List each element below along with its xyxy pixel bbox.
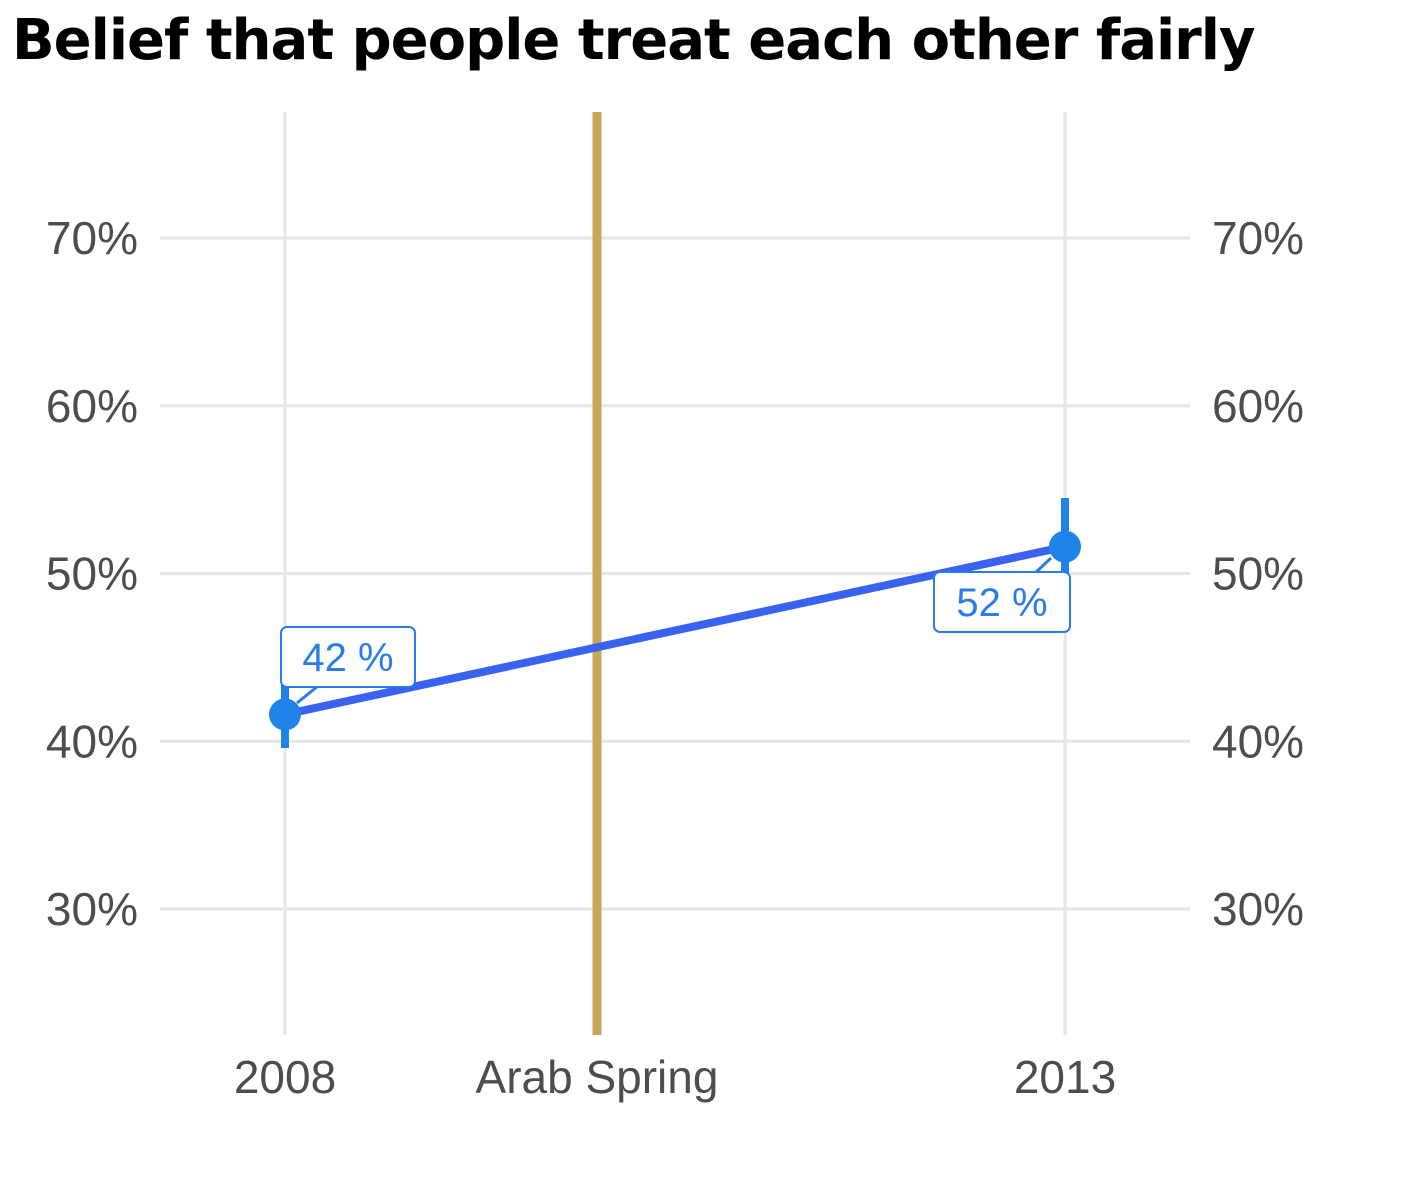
y-tick-label-right: 30% bbox=[1212, 883, 1304, 935]
chart-title: Belief that people treat each other fair… bbox=[12, 8, 1255, 73]
y-tick-label-left: 40% bbox=[46, 715, 138, 767]
y-tick-label-right: 40% bbox=[1212, 715, 1304, 767]
data-label: 42 % bbox=[302, 636, 393, 680]
y-tick-label-right: 70% bbox=[1212, 212, 1304, 264]
data-label: 52 % bbox=[956, 581, 1047, 625]
data-label-box bbox=[933, 571, 1071, 633]
x-tick-label: Arab Spring bbox=[476, 1051, 719, 1103]
y-tick-label-right: 50% bbox=[1212, 548, 1304, 600]
data-label-box bbox=[280, 626, 416, 688]
data-point bbox=[1049, 530, 1081, 563]
y-tick-label-right: 60% bbox=[1212, 380, 1304, 432]
x-tick-label: 2013 bbox=[1014, 1051, 1116, 1103]
y-tick-label-left: 50% bbox=[46, 548, 138, 600]
y-tick-label-left: 70% bbox=[46, 212, 138, 264]
x-tick-label: 2008 bbox=[234, 1051, 336, 1103]
data-point bbox=[269, 698, 301, 731]
y-tick-label-left: 30% bbox=[46, 883, 138, 935]
y-tick-label-left: 60% bbox=[46, 380, 138, 432]
data-label-leader bbox=[296, 684, 319, 705]
